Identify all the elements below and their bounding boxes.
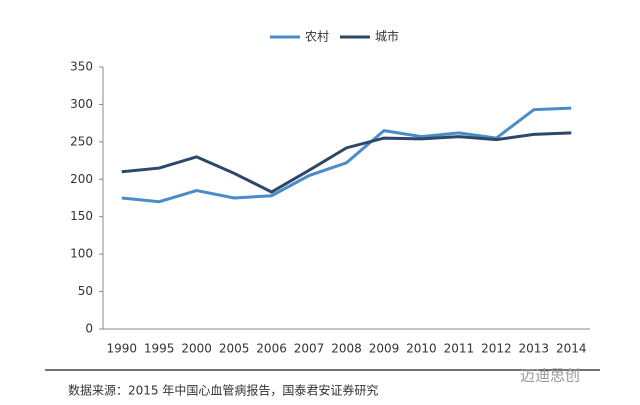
x-tick-label: 2009 <box>369 342 400 356</box>
x-tick-label: 2006 <box>256 342 287 356</box>
y-tick-label: 250 <box>70 134 93 148</box>
y-tick-label: 150 <box>70 209 93 223</box>
x-tick-label: 2012 <box>481 342 512 356</box>
x-tick-label: 1990 <box>106 342 137 356</box>
x-tick-label: 2011 <box>444 342 475 356</box>
y-tick-label: 300 <box>70 97 93 111</box>
x-tick-label: 2010 <box>406 342 437 356</box>
watermark: 迈迪思创 <box>520 367 580 385</box>
x-tick-label: 2013 <box>519 342 550 356</box>
y-tick-label: 0 <box>85 322 93 336</box>
x-tick-label: 2007 <box>294 342 325 356</box>
x-tick-label: 2014 <box>556 342 587 356</box>
source-note: 数据来源：2015 年中国心血管病报告，国泰君安证券研究 <box>68 383 378 398</box>
x-tick-label: 2000 <box>181 342 212 356</box>
series-line <box>121 106 572 204</box>
y-tick-label: 200 <box>70 172 93 186</box>
legend-label: 农村 <box>305 30 329 44</box>
x-tick-label: 2008 <box>331 342 362 356</box>
x-tick-label: 1995 <box>144 342 175 356</box>
legend-label: 城市 <box>375 29 399 44</box>
y-tick-label: 100 <box>70 247 93 261</box>
x-tick-label: 2005 <box>219 342 250 356</box>
y-tick-label: 350 <box>70 60 93 74</box>
series-line <box>121 131 572 194</box>
y-tick-label: 50 <box>78 284 93 298</box>
